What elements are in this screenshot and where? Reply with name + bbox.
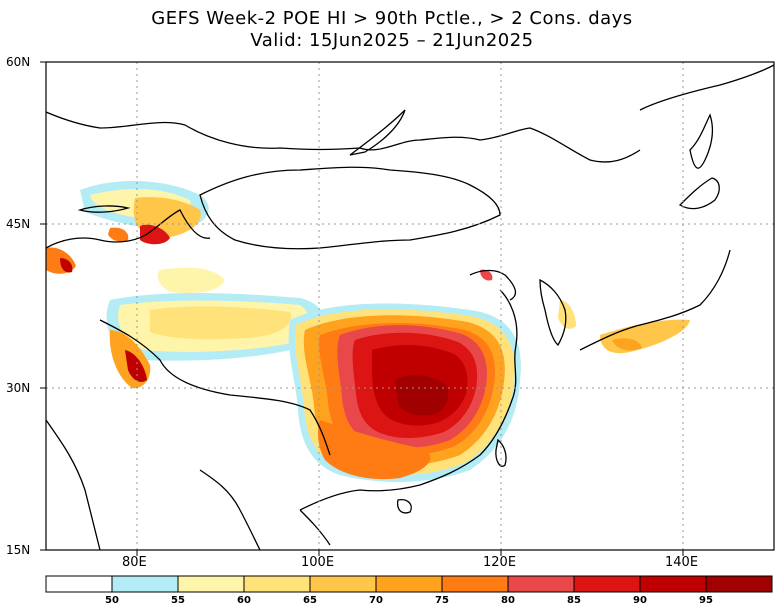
colorbar-label: 65 bbox=[303, 595, 317, 606]
tick-layer bbox=[40, 61, 684, 556]
colorbar-label: 95 bbox=[699, 595, 713, 606]
colorbar-label: 75 bbox=[435, 595, 449, 606]
lon-label-120e: 120E bbox=[483, 555, 517, 570]
lon-label-140e: 140E bbox=[665, 555, 699, 570]
lon-label-80e: 80E bbox=[122, 555, 147, 570]
lat-label-45n: 45N bbox=[6, 217, 31, 231]
colorbar-label: 80 bbox=[501, 595, 515, 606]
shade-south-china bbox=[317, 420, 431, 480]
colorbar-label: 85 bbox=[567, 595, 581, 606]
coastline-bay-bengal bbox=[199, 469, 261, 550]
colorbar-label: 60 bbox=[237, 595, 251, 606]
shade-tibet-orange bbox=[150, 306, 291, 340]
map-frame bbox=[45, 61, 775, 551]
coastline-okhotsk bbox=[639, 64, 774, 111]
colorbar-label: 50 bbox=[105, 595, 119, 606]
coastline-indochina bbox=[299, 509, 331, 546]
coastline-india bbox=[46, 419, 101, 550]
coastline-eurasia-north bbox=[46, 111, 641, 163]
coastline-korea bbox=[539, 278, 567, 346]
coastline-layer bbox=[46, 64, 774, 550]
shade-china-maroon bbox=[395, 375, 449, 416]
colorbar-label: 70 bbox=[369, 595, 383, 606]
lat-label-60n: 60N bbox=[6, 55, 31, 69]
coastline-balkhash bbox=[77, 205, 131, 213]
shade-pakistan-red bbox=[125, 350, 147, 382]
colorbar-label: 90 bbox=[633, 595, 647, 606]
coastline-hainan bbox=[396, 499, 412, 514]
coastline-east-china bbox=[299, 289, 518, 511]
shade-beijing bbox=[480, 269, 493, 281]
map-subtitle: Valid: 15Jun2025 – 21Jun2025 bbox=[250, 30, 534, 51]
shade-ne-cyan bbox=[157, 267, 225, 294]
shade-korea bbox=[558, 300, 576, 329]
shade-japan2 bbox=[612, 338, 642, 351]
lon-label-100e: 100E bbox=[301, 555, 335, 570]
border-himalaya bbox=[99, 319, 331, 456]
lat-label-15n: 15N bbox=[6, 543, 31, 557]
shade-japan bbox=[600, 319, 690, 354]
coastline-mongolia bbox=[199, 166, 501, 250]
shade-red-nw2 bbox=[108, 227, 129, 242]
border-china-west bbox=[46, 209, 211, 249]
lat-label-30n: 30N bbox=[6, 381, 31, 395]
coastline-hokkaido bbox=[678, 177, 720, 210]
coastline-bohai bbox=[469, 269, 517, 301]
shade-red-nw bbox=[140, 224, 170, 245]
grid-layer bbox=[46, 62, 774, 550]
coastline-taiwan bbox=[495, 438, 507, 467]
coastline-baikal bbox=[349, 109, 406, 156]
colorbar-label: 55 bbox=[171, 595, 185, 606]
coastline-japan bbox=[579, 249, 731, 351]
shade-kaz2 bbox=[60, 258, 73, 273]
map-title: GEFS Week-2 POE HI > 90th Pctle., > 2 Co… bbox=[151, 8, 633, 29]
coastline-sakhalin bbox=[689, 113, 714, 169]
shading-layer bbox=[46, 180, 690, 482]
